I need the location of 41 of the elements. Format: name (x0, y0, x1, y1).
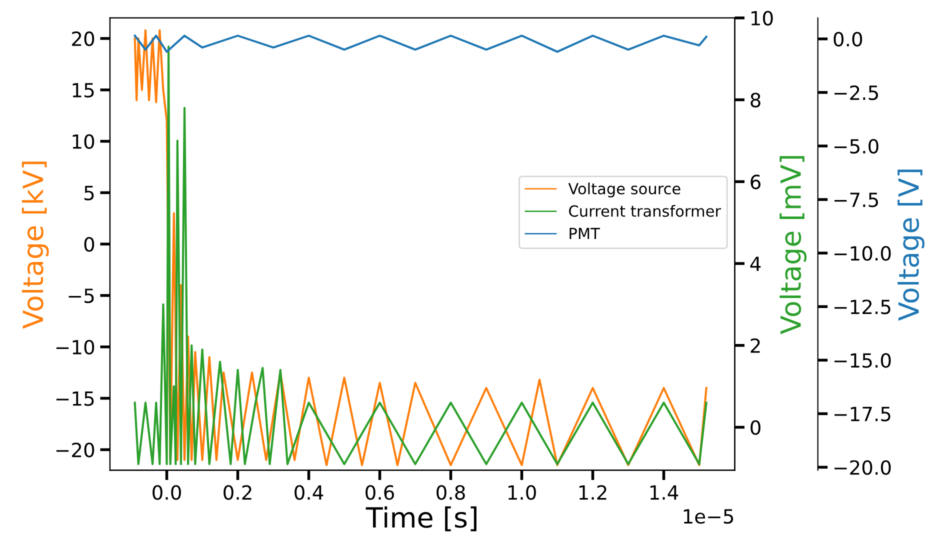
text: 1e−5 (684, 509, 734, 524)
y3-tick-label: −5.0 (834, 138, 878, 154)
y3-tick-label: −10.0 (834, 246, 891, 261)
line-series (134, 34, 708, 53)
y-tick-label: 15 (72, 83, 94, 98)
legend-label: Current transformer (569, 205, 722, 217)
x-tick-label: 1.0 (508, 485, 536, 500)
y-tick-label: −5 (68, 288, 94, 304)
y3-tick-label: 0.0 (834, 32, 862, 47)
y2-tick-label: 0 (750, 420, 760, 435)
x-tick-label: 0.4 (294, 485, 324, 500)
y3-tick-label: −2.5 (834, 85, 878, 100)
y2-tick-label: 2 (750, 338, 760, 353)
y3-axis-title: Voltage [V] (898, 170, 924, 321)
legend-label: Voltage source (568, 182, 680, 198)
y2-tick-label: 10 (751, 10, 773, 26)
x-tick-label: 0.0 (152, 485, 181, 500)
y2-tick-label: 8 (750, 92, 760, 108)
y-tick-label: 20 (72, 31, 94, 46)
y-axis-title: Voltage [kV] (22, 162, 49, 329)
legend-label: PMT (570, 228, 600, 240)
y2-tick-label: 4 (750, 256, 761, 271)
x-tick-label: 1.2 (579, 485, 606, 500)
y-tick-label: −10 (56, 340, 94, 355)
y3-tick-label: −15.0 (834, 353, 891, 368)
y-tick-label: 10 (72, 134, 94, 149)
y-tick-label: 5 (84, 186, 94, 200)
y-tick-label: −15 (56, 391, 94, 406)
y-tick-label: 0 (84, 237, 94, 252)
y-tick-label: −20 (56, 442, 94, 458)
x-axis-title: Time [s] (366, 506, 476, 532)
y3-tick-label: −20.0 (834, 460, 891, 475)
y3-tick-label: −17.5 (834, 406, 890, 422)
y3-tick-label: −7.5 (834, 192, 878, 208)
y2-axis-title: Voltage [mV] (780, 156, 807, 334)
y3-tick-label: −12.5 (834, 300, 890, 314)
x-tick-label: 0.6 (366, 485, 394, 500)
y2-tick-label: 6 (750, 174, 760, 190)
x-tick-label: 0.8 (436, 485, 465, 500)
x-tick-label: 1.4 (650, 485, 678, 500)
x-tick-label: 0.2 (224, 485, 252, 500)
